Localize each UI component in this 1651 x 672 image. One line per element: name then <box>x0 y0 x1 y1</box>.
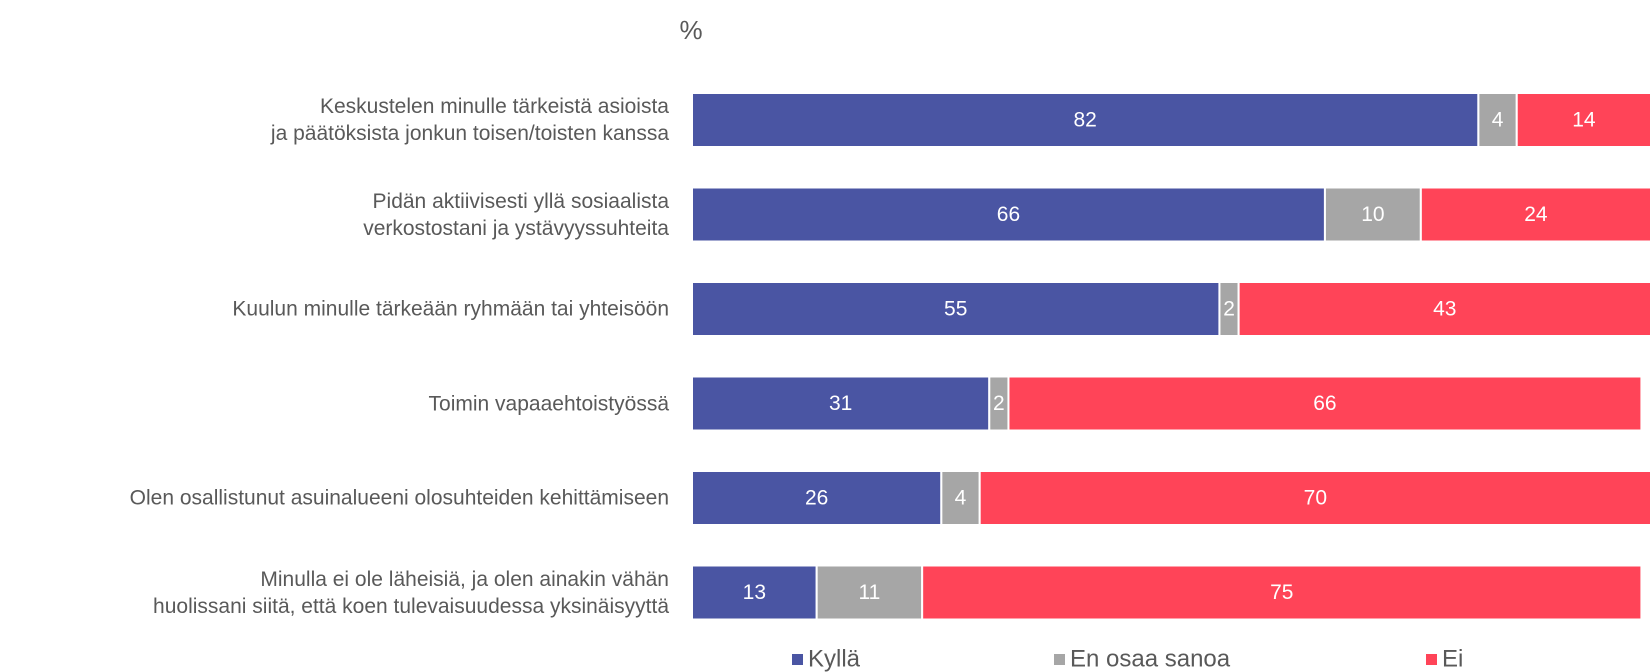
category-label: Kuulun minulle tärkeään ryhmään tai yhte… <box>232 297 669 321</box>
value-label: 4 <box>1492 109 1504 132</box>
bar-segment <box>1419 186 1651 243</box>
bar-segment <box>1515 92 1651 148</box>
value-label: 70 <box>1304 487 1327 510</box>
value-label: 55 <box>944 298 967 321</box>
value-label: 66 <box>997 203 1020 226</box>
value-label: 26 <box>805 487 828 510</box>
legend-swatch <box>792 654 803 665</box>
category-label: Pidän aktiivisesti yllä sosiaalista verk… <box>363 189 669 240</box>
category-label: Olen osallistunut asuinalueeni olosuhtei… <box>129 486 669 510</box>
category-label: Toimin vapaaehtoistyössä <box>428 392 669 415</box>
value-label: 11 <box>859 581 881 604</box>
value-label: 75 <box>1270 581 1293 604</box>
value-label: 14 <box>1572 109 1596 132</box>
bar-segment <box>691 564 818 621</box>
value-label: 66 <box>1313 392 1336 415</box>
value-label: 43 <box>1433 298 1456 321</box>
value-label: 24 <box>1524 203 1548 226</box>
value-label: 10 <box>1361 203 1384 226</box>
value-label: 4 <box>955 487 967 510</box>
legend-label: Ei <box>1442 645 1463 672</box>
value-label: 2 <box>1223 298 1235 321</box>
bar-segment <box>815 564 924 621</box>
bar-segment <box>1007 375 1643 432</box>
value-label: 82 <box>1074 109 1097 132</box>
bar-segment <box>691 470 943 526</box>
legend-swatch <box>1426 654 1437 665</box>
legend-swatch <box>1054 654 1065 665</box>
chart-title: % <box>679 15 702 45</box>
legend-label: Kyllä <box>808 645 861 672</box>
bar-segment <box>1323 186 1422 243</box>
bar-segment <box>921 564 1643 621</box>
category-label: Minulla ei ole läheisiä, ja olen ainakin… <box>153 567 669 618</box>
category-label: Keskustelen minulle tärkeistä asioista j… <box>270 95 669 145</box>
bar-segment <box>691 281 1221 337</box>
bar-segment <box>978 470 1651 526</box>
bar-segment <box>1237 281 1651 337</box>
bar-segment <box>940 470 981 526</box>
legend-label: En osaa sanoa <box>1070 645 1231 672</box>
value-label: 2 <box>993 392 1005 415</box>
value-label: 13 <box>743 581 766 604</box>
value-label: 31 <box>829 392 852 415</box>
